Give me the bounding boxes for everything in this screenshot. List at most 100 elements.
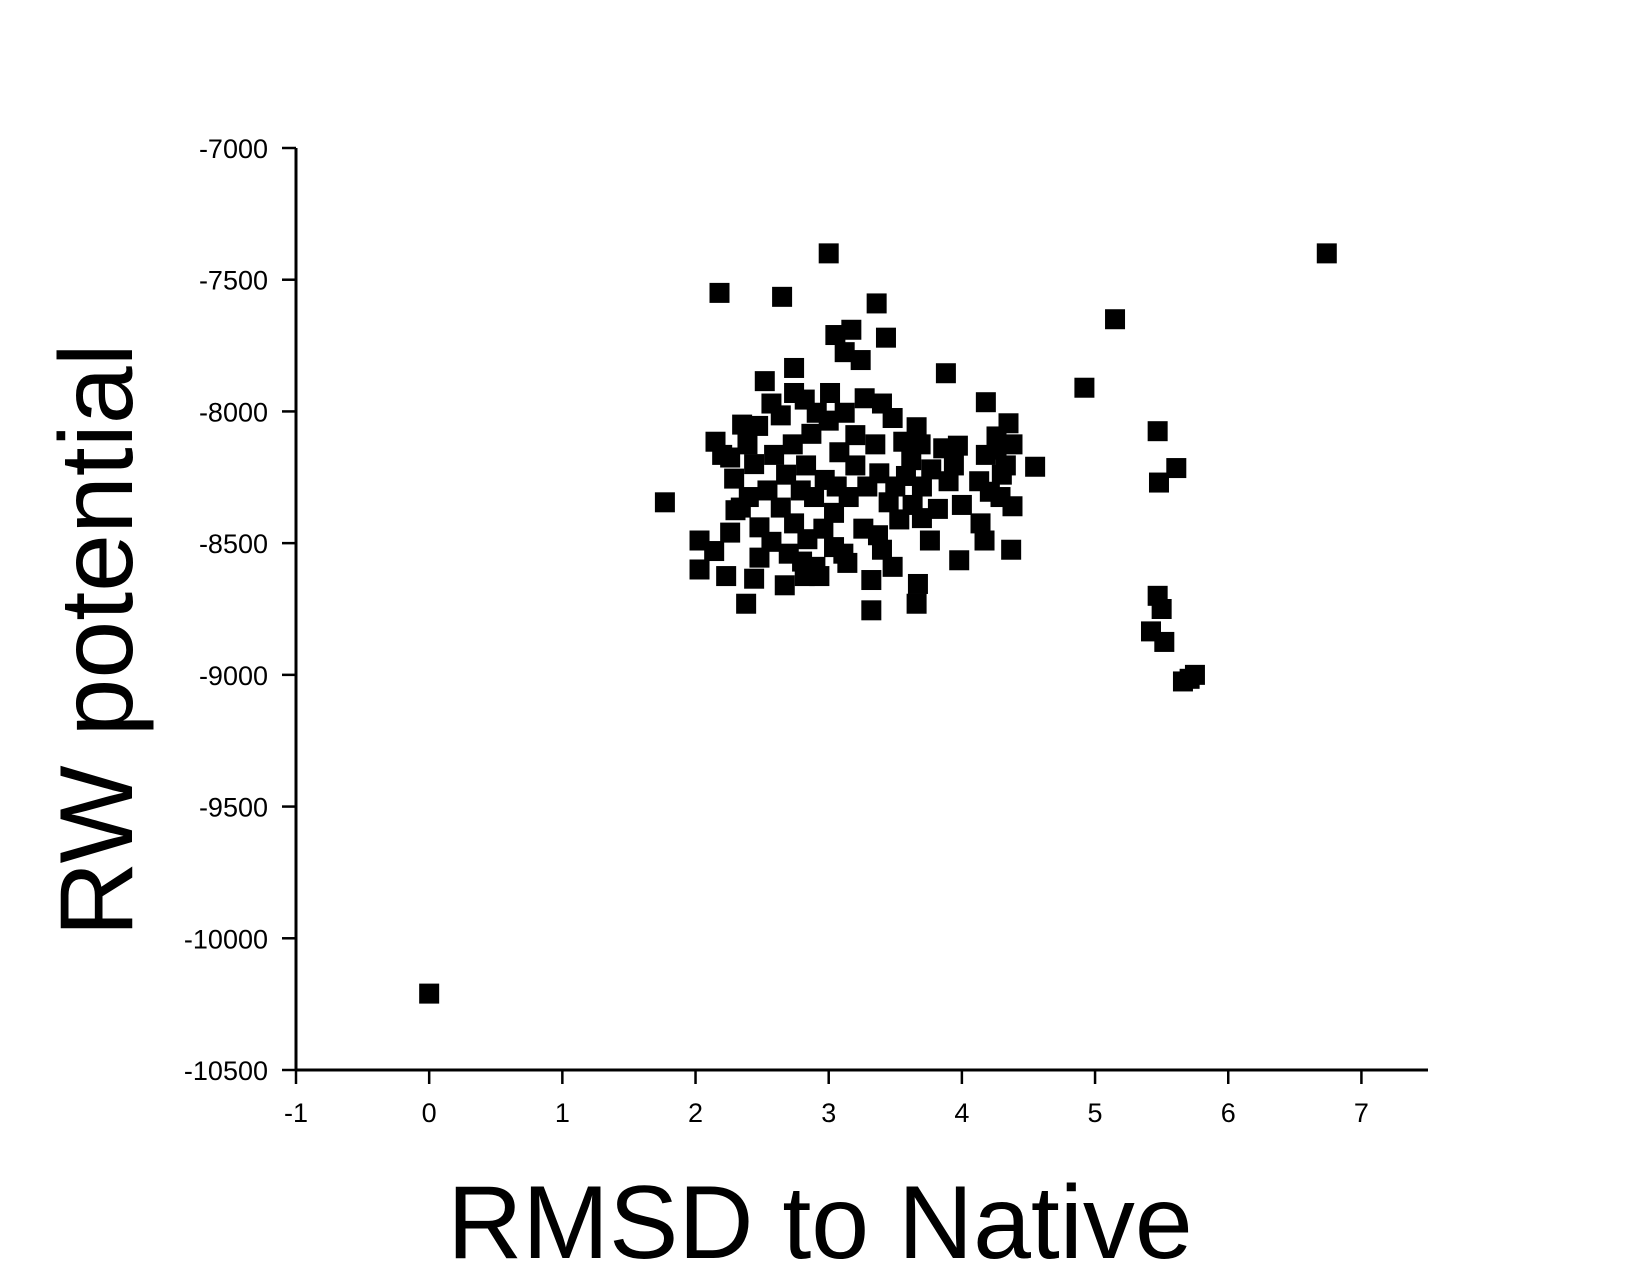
point [1166,458,1187,479]
point [784,513,805,534]
point [875,327,896,348]
point [654,492,675,513]
point [837,552,858,573]
point [761,393,782,414]
point [1147,421,1168,442]
point [933,438,954,459]
point [712,444,733,465]
point [826,476,847,497]
point [910,434,931,455]
point [906,593,927,614]
point [853,518,874,539]
point [938,471,959,492]
y-tick-label: -9500 [199,793,268,823]
point [704,541,725,562]
point [806,402,827,423]
point [829,442,850,463]
x-tick-label: 5 [1088,1098,1103,1128]
point [1316,243,1337,264]
point [834,342,855,363]
point [749,547,770,568]
point [857,476,878,497]
x-tick-label: 6 [1221,1098,1236,1128]
point [943,455,964,476]
point [720,522,741,543]
point [995,455,1016,476]
point [1151,599,1172,619]
point [748,415,769,436]
point [744,454,765,475]
point [744,568,765,589]
point [878,492,899,513]
point [834,402,855,423]
point [754,371,775,392]
point [770,497,791,518]
point [818,243,839,264]
point [927,498,948,519]
point [689,559,710,580]
point [935,363,956,384]
point [774,575,795,596]
point [764,444,785,465]
point [919,530,940,551]
point [949,550,970,571]
x-tick-label: 3 [821,1098,836,1128]
point [990,487,1011,508]
point [761,531,782,552]
x-tick-label: 0 [422,1098,437,1128]
y-tick-label: -10500 [184,1056,268,1086]
point [865,434,886,455]
point [901,450,922,471]
point [866,293,887,314]
point [772,286,793,307]
point [882,556,903,577]
x-tick-label: -1 [284,1098,308,1128]
point [911,476,932,497]
point [794,566,815,587]
y-tick-label: -10000 [184,924,268,954]
point [730,497,751,518]
point [845,425,866,446]
point [820,382,841,403]
point [1025,456,1046,477]
point [861,570,882,591]
point [796,455,817,476]
point [854,388,875,409]
point [970,513,991,534]
y-tick-label: -8500 [199,529,268,559]
y-axis-label: RW potential [39,343,155,936]
point [419,983,440,1004]
point [1074,377,1095,398]
y-tick-label: -7500 [199,266,268,296]
point [1105,309,1126,330]
point [1179,668,1200,689]
point [784,357,805,378]
point [801,423,822,444]
point [737,434,758,455]
point [907,573,928,594]
point [784,382,805,403]
point [974,530,995,551]
point [975,444,996,465]
point [841,319,862,340]
point [782,434,803,455]
point [825,325,846,346]
point [824,502,845,523]
point [1001,539,1022,560]
point [824,537,845,558]
point [732,414,753,435]
point [724,468,745,489]
point [893,431,914,452]
point [736,593,757,614]
point [895,465,916,486]
point [845,455,866,476]
point [871,393,892,414]
point [797,529,818,550]
point [975,392,996,413]
point [902,494,923,515]
x-tick-label: 4 [954,1098,969,1128]
point [861,600,882,621]
point [1148,472,1169,493]
